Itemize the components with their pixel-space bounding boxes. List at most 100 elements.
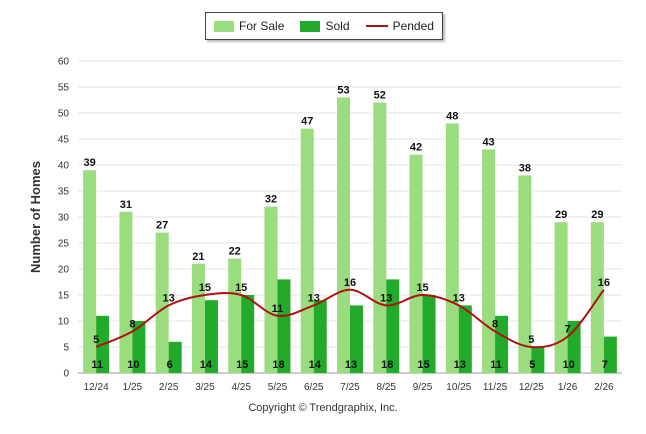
legend-item-for-sale[interactable]: For Sale: [214, 19, 284, 33]
x-tick-3: 3/25: [195, 382, 215, 393]
label-for-sale-13: 29: [555, 209, 567, 221]
y-tick-35: 35: [58, 187, 70, 198]
bar-for-sale-1: [119, 211, 133, 373]
y-tick-40: 40: [58, 161, 70, 172]
bar-for-sale-0: [83, 170, 97, 373]
y-tick-10: 10: [58, 317, 70, 328]
bar-series: [83, 97, 617, 374]
bar-sold-3: [204, 300, 218, 373]
y-tick-45: 45: [58, 135, 70, 146]
bar-for-sale-8: [373, 102, 387, 373]
y-tick-0: 0: [63, 369, 69, 380]
bar-sold-11: [495, 315, 509, 373]
bar-for-sale-11: [482, 149, 496, 373]
y-tick-25: 25: [58, 239, 70, 250]
bar-for-sale-6: [300, 128, 314, 373]
x-tick-4: 4/25: [231, 382, 251, 393]
data-labels: 39 11 31 10 27 6 21 14 22 15 32 18 47 14 53 13 52 18 42 15 4…: [84, 84, 610, 371]
bar-sold-5: [277, 279, 291, 373]
label-pended-10: 13: [453, 292, 465, 304]
x-axis-ticks: 12/24 1/25 2/25 3/25 4/25 5/25 6/25 7/25 8/25 9/2…: [84, 382, 614, 393]
x-tick-12: 12/25: [519, 382, 544, 393]
label-pended-3: 15: [199, 282, 211, 294]
label-for-sale-9: 42: [410, 142, 422, 154]
label-pended-2: 13: [163, 292, 175, 304]
label-sold-5: 18: [272, 359, 284, 371]
label-for-sale-5: 32: [265, 194, 277, 206]
x-tick-7: 7/25: [340, 382, 360, 393]
y-tick-50: 50: [58, 109, 70, 120]
label-for-sale-8: 52: [374, 90, 386, 102]
bar-for-sale-3: [191, 263, 205, 373]
x-tick-1: 1/25: [123, 382, 143, 393]
label-pended-13: 7: [565, 324, 571, 336]
legend: For Sale Sold Pended: [205, 12, 443, 40]
y-tick-30: 30: [58, 213, 70, 224]
label-sold-0: 11: [91, 359, 103, 371]
label-sold-11: 11: [490, 359, 502, 371]
legend-swatch-for-sale: [214, 20, 235, 32]
bar-sold-2: [168, 341, 182, 373]
label-sold-6: 14: [309, 359, 322, 371]
bar-for-sale-7: [337, 97, 350, 374]
y-axis-label: Number of Homes: [28, 161, 43, 273]
label-for-sale-6: 47: [301, 116, 313, 128]
pended-line: [95, 288, 605, 349]
label-pended-12: 5: [528, 334, 534, 346]
x-tick-2: 2/25: [159, 382, 179, 393]
x-tick-6: 6/25: [304, 382, 324, 393]
label-for-sale-7: 53: [337, 84, 349, 96]
y-axis-ticks: 0 5 10 15 20 25 30 35 40 45 50 55 60: [58, 57, 70, 380]
x-tick-14: 2/26: [594, 382, 614, 393]
copyright-text: Copyright © Trendgraphix, Inc.: [248, 402, 398, 414]
legend-item-pended[interactable]: Pended: [365, 19, 434, 33]
bar-sold-1: [132, 321, 146, 373]
label-for-sale-1: 31: [120, 199, 132, 211]
label-sold-8: 18: [381, 359, 393, 371]
x-tick-8: 8/25: [377, 382, 397, 393]
label-sold-10: 13: [454, 359, 466, 371]
label-pended-5: 11: [272, 303, 284, 315]
bar-for-sale-10: [445, 123, 459, 374]
bar-for-sale-12: [518, 175, 532, 373]
label-for-sale-2: 27: [156, 220, 168, 232]
bar-for-sale-2: [155, 232, 169, 373]
bar-sold-6: [313, 300, 327, 373]
legend-swatch-pended: [365, 25, 388, 27]
bar-sold-14: [603, 336, 617, 373]
bar-sold-12: [531, 347, 545, 373]
label-sold-2: 6: [167, 359, 173, 371]
label-pended-0: 5: [93, 334, 99, 346]
x-tick-0: 12/24: [84, 382, 109, 393]
label-pended-6: 13: [308, 292, 320, 304]
y-tick-55: 55: [58, 83, 70, 94]
bar-sold-9: [422, 295, 436, 373]
label-sold-7: 13: [345, 359, 357, 371]
y-tick-5: 5: [63, 343, 69, 354]
legend-label-for-sale: For Sale: [239, 19, 285, 33]
x-tick-10: 10/25: [446, 382, 471, 393]
label-sold-4: 15: [236, 359, 248, 371]
y-tick-15: 15: [58, 291, 70, 302]
label-pended-8: 13: [380, 292, 392, 304]
label-for-sale-10: 48: [446, 110, 458, 122]
y-tick-60: 60: [58, 57, 70, 68]
bar-for-sale-4: [228, 258, 242, 373]
bar-for-sale-5: [264, 206, 278, 373]
label-for-sale-12: 38: [519, 162, 531, 174]
bar-sold-7: [350, 305, 363, 373]
label-for-sale-11: 43: [482, 136, 494, 148]
legend-label-sold: Sold: [325, 19, 350, 33]
x-tick-11: 11/25: [483, 382, 508, 393]
label-pended-1: 8: [129, 318, 135, 330]
bar-sold-10: [458, 305, 472, 373]
label-sold-13: 10: [562, 359, 574, 371]
bar-sold-4: [241, 295, 255, 373]
legend-item-sold[interactable]: Sold: [300, 19, 350, 33]
label-sold-1: 10: [127, 359, 139, 371]
y-tick-20: 20: [58, 265, 70, 276]
label-pended-4: 15: [235, 282, 247, 294]
bar-for-sale-13: [554, 222, 568, 373]
legend-label-pended: Pended: [392, 19, 434, 33]
